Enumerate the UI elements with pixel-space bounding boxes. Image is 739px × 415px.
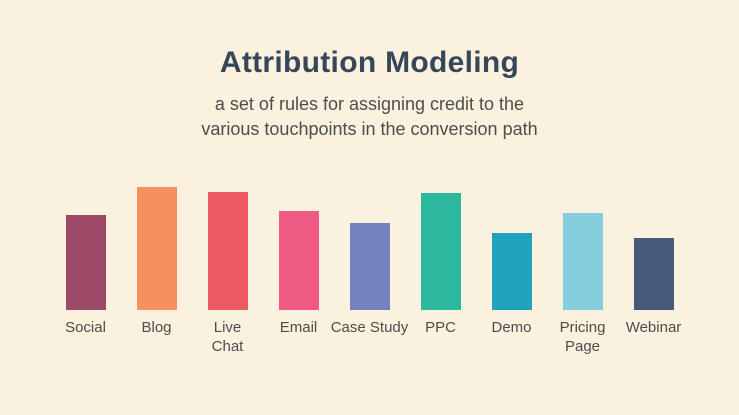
bar-social: [65, 215, 106, 310]
bar-label-demo: Demo: [491, 319, 532, 336]
chart-column-pricing-page: Pricing Page: [560, 187, 605, 355]
chart-column-email: Email: [278, 187, 319, 336]
bar-label-social: Social: [65, 319, 106, 336]
chart-column-demo: Demo: [491, 187, 532, 336]
bar-label-email: Email: [279, 319, 318, 336]
page-title: Attribution Modeling: [219, 46, 520, 79]
bar-label-ppc: PPC: [425, 319, 456, 336]
chart-column-social: Social: [65, 187, 106, 336]
bar-case-study: [349, 223, 390, 310]
bar-pricing-page: [562, 213, 603, 310]
bar-blog: [136, 187, 177, 310]
bar-live-chat: [207, 192, 248, 310]
subtitle: a set of rules for assigning credit to t…: [0, 92, 739, 142]
subtitle-line-1: a set of rules for assigning credit to t…: [214, 94, 525, 114]
chart-column-webinar: Webinar: [626, 187, 681, 336]
chart-column-ppc: PPC: [420, 187, 461, 336]
bar-label-pricing-page: Pricing Page: [559, 319, 606, 355]
subtitle-line-2: various touchpoints in the conversion pa…: [201, 119, 538, 139]
chart-column-live-chat: Live Chat: [207, 187, 248, 355]
bar-email: [278, 211, 319, 310]
bar-webinar: [633, 238, 674, 310]
bar-chart: Social Blog Live Chat Email Case Study PPC Demo…: [0, 187, 739, 355]
bar-label-webinar: Webinar: [625, 319, 682, 336]
bar-label-case-study: Case Study: [330, 319, 409, 336]
bar-demo: [491, 233, 532, 310]
chart-column-blog: Blog: [136, 187, 177, 336]
bar-label-blog: Blog: [141, 319, 172, 336]
chart-column-case-study: Case Study: [331, 187, 408, 336]
bar-ppc: [420, 193, 461, 310]
bar-label-live-chat: Live Chat: [211, 319, 244, 355]
